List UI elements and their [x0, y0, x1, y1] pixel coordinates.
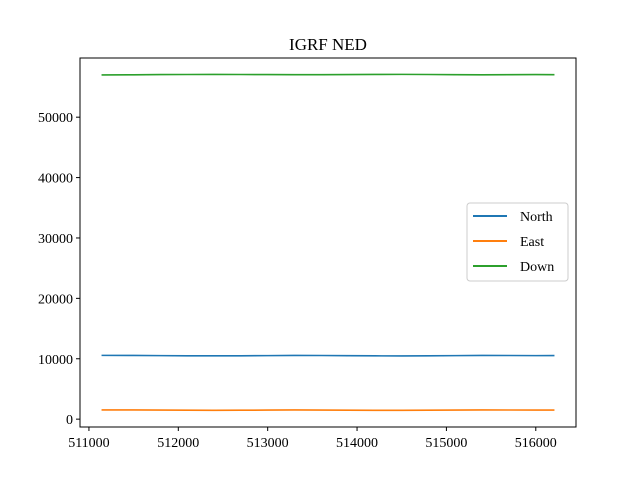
x-tick-label: 512000: [157, 436, 199, 451]
chart-title: IGRF NED: [289, 35, 367, 54]
y-axis: 0 10000 20000 30000 40000 50000: [38, 111, 80, 428]
legend: North East Down: [466, 202, 569, 282]
legend-box: [466, 202, 569, 282]
y-tick-label: 30000: [38, 232, 73, 247]
plot-area-frame: [79, 57, 577, 428]
series-line-north: [101, 354, 555, 357]
y-tick-label: 40000: [38, 172, 73, 187]
y-tick-label: 20000: [38, 292, 73, 307]
y-tick-label: 10000: [38, 353, 73, 368]
series-lines: [101, 73, 555, 412]
x-tick-label: 515000: [425, 436, 467, 451]
x-axis: 511000 512000 513000 514000 515000 516000: [68, 427, 557, 451]
legend-label-east: East: [520, 235, 544, 250]
legend-label-down: Down: [520, 260, 554, 275]
x-tick-label: 514000: [336, 436, 378, 451]
series-line-down: [101, 73, 555, 76]
y-tick-label: 0: [66, 413, 73, 428]
x-tick-label: 513000: [247, 436, 289, 451]
x-tick-label: 511000: [68, 436, 109, 451]
legend-label-north: North: [520, 210, 553, 225]
x-tick-label: 516000: [515, 436, 557, 451]
y-tick-label: 50000: [38, 111, 73, 126]
